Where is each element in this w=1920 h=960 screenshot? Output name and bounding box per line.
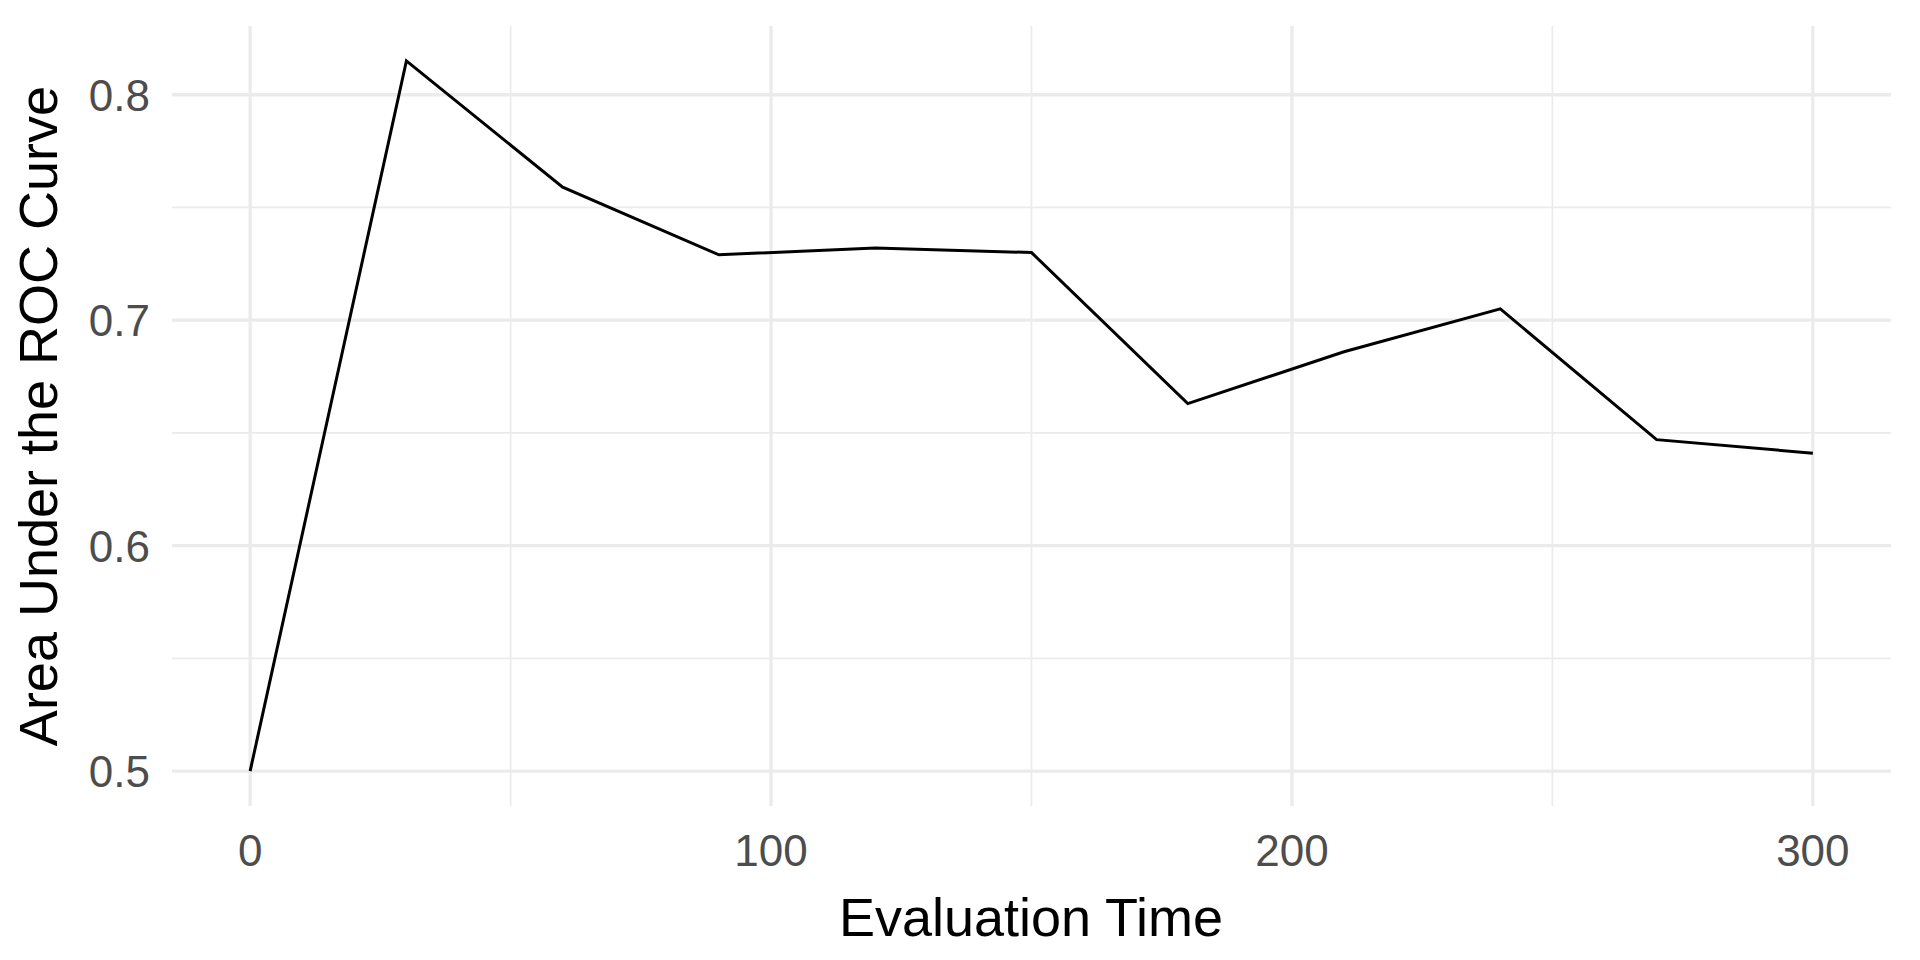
chart-canvas: 0100200300 0.50.60.70.8 Evaluation Time … [0,0,1920,960]
x-tick-label: 200 [1255,826,1328,875]
roc-auc-line-chart: 0100200300 0.50.60.70.8 Evaluation Time … [0,0,1920,960]
x-axis-title: Evaluation Time [839,887,1223,947]
x-tick-label: 300 [1776,826,1849,875]
y-tick-label: 0.7 [89,296,150,345]
y-tick-labels: 0.5 0.6 0.7 0.8 [89,71,150,796]
y-tick-label: 0.5 [89,747,150,796]
grid-minor [172,26,1891,806]
y-tick-label: 0.8 [89,71,150,120]
x-tick-labels: 0 100 200 300 [238,826,1850,875]
x-tick-label: 0 [238,826,262,875]
y-tick-label: 0.6 [89,522,150,571]
x-tick-label: 100 [734,826,807,875]
y-axis-title: Area Under the ROC Curve [8,86,68,746]
